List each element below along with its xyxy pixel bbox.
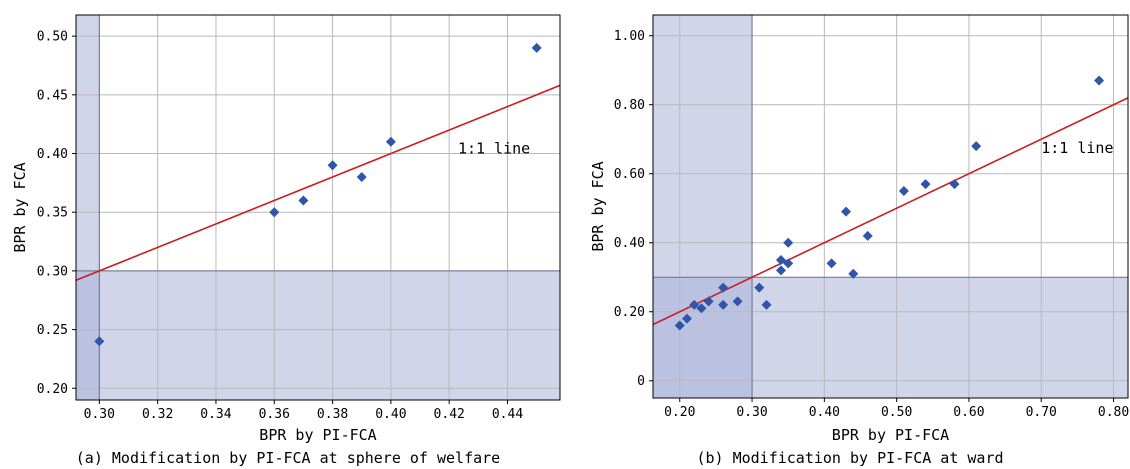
chart-b-point (775, 254, 786, 265)
chart-a-y-tick-label: 0.50 (37, 30, 68, 45)
chart-a-x-axis-title: BPR by PI-FCA (259, 426, 376, 444)
chart-b-point (1094, 75, 1105, 86)
chart-a-point (531, 42, 542, 53)
chart-b-x-tick-label: 0.20 (664, 405, 695, 420)
chart-b-point (754, 282, 765, 293)
chart-b-y-tick-label: 0.20 (614, 305, 645, 320)
chart-b-x-tick-label: 0.70 (1026, 405, 1057, 420)
chart-b-x-axis-title: BPR by PI-FCA (832, 426, 949, 444)
chart-a-x-tick-label: 0.36 (259, 407, 290, 422)
chart-b-point (696, 303, 707, 314)
chart-a-caption: (a) Modification by PI-FCA at sphere of … (76, 449, 500, 467)
chart-b-y-tick-label: 1.00 (614, 29, 645, 44)
chart-b-point (848, 268, 859, 279)
chart-a-x-tick-label: 0.44 (492, 407, 523, 422)
chart-a-shade-horizontal (76, 270, 560, 400)
chart-b-point (841, 206, 852, 217)
chart-b-x-tick-label: 0.40 (809, 405, 840, 420)
chart-a-x-tick-label: 0.42 (434, 407, 465, 422)
chart-b-point (920, 179, 931, 190)
chart-b-point (783, 237, 794, 248)
chart-b-x-tick-label: 0.30 (736, 405, 767, 420)
chart-b-point (718, 299, 729, 310)
chart-a-point (356, 171, 367, 182)
chart-b-point (681, 313, 692, 324)
chart-b-x-tick-label: 0.50 (881, 405, 912, 420)
chart-b-x-tick-label: 0.80 (1098, 405, 1129, 420)
chart-b-point (949, 179, 960, 190)
chart-a-x-tick-label: 0.32 (142, 407, 173, 422)
chart-b-y-tick-label: 0.60 (614, 167, 645, 182)
chart-a-y-axis-title: BPR by FCA (11, 162, 29, 252)
chart-a-y-tick-label: 0.25 (37, 323, 68, 338)
chart-b-identity-line (653, 97, 1128, 326)
chart-b-annotation: 1:1 line (1041, 139, 1113, 157)
chart-b-y-tick-label: 0 (637, 374, 645, 389)
chart-b-point (971, 141, 982, 152)
chart-a-x-tick-label: 0.34 (200, 407, 231, 422)
chart-a-point (298, 195, 309, 206)
chart-b-point (732, 296, 743, 307)
chart-a-y-tick-label: 0.30 (37, 264, 68, 279)
chart-a-identity-line (76, 84, 560, 282)
chart-a-x-tick-label: 0.30 (84, 407, 115, 422)
chart-a-annotation: 1:1 line (458, 140, 530, 158)
chart-b-caption: (b) Modification by PI-FCA at ward (696, 449, 1003, 467)
chart-b-point (703, 296, 714, 307)
chart-a-point (94, 336, 105, 347)
chart-a-y-tick-label: 0.40 (37, 147, 68, 162)
chart-b-x-tick-label: 0.60 (953, 405, 984, 420)
chart-a-y-tick-label: 0.20 (37, 382, 68, 397)
chart-b-y-tick-label: 0.80 (614, 98, 645, 113)
chart-a-y-tick-label: 0.35 (37, 206, 68, 221)
chart-b: 0.20 0.30 0.40 0.50 0.60 0.70 0.80 0 0.20 0.40 0.6… (589, 14, 1129, 467)
chart-a-y-tick-label: 0.45 (37, 88, 68, 103)
chart-b-point (898, 185, 909, 196)
chart-b-point (775, 265, 786, 276)
chart-a-plot-frame (75, 14, 561, 401)
chart-b-y-axis-title: BPR by FCA (589, 161, 607, 251)
chart-b-point (783, 258, 794, 269)
chart-b-point (689, 299, 700, 310)
chart-a: 0.30 0.32 0.34 0.36 0.38 0.40 0.42 0.44 0.20 0.25… (11, 14, 561, 467)
chart-b-point (674, 320, 685, 331)
chart-b-shade-horizontal (653, 277, 1128, 398)
chart-a-x-tick-label: 0.38 (317, 407, 348, 422)
chart-b-plot-frame (652, 14, 1129, 399)
chart-a-point (385, 136, 396, 147)
chart-a-point (269, 207, 280, 218)
chart-b-point (718, 282, 729, 293)
chart-b-point (761, 299, 772, 310)
chart-b-y-tick-label: 0.40 (614, 236, 645, 251)
chart-b-point (826, 258, 837, 269)
chart-b-point (862, 230, 873, 241)
chart-a-x-tick-label: 0.40 (375, 407, 406, 422)
chart-a-point (327, 160, 338, 171)
